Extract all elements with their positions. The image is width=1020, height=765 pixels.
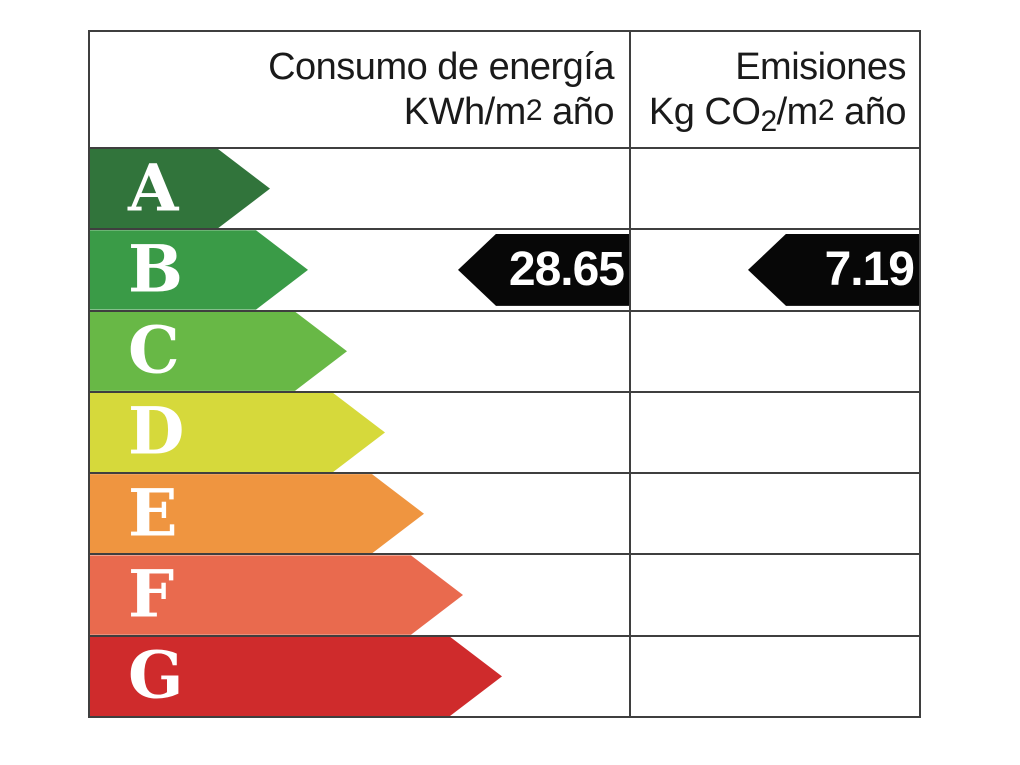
emissions-value: 7.19 — [824, 242, 915, 296]
rating-row-d: D — [90, 390, 919, 473]
consumption-header-title: Consumo de energía — [268, 46, 614, 88]
rating-row-f: F — [90, 553, 919, 635]
rating-arrow-b: B — [90, 230, 308, 309]
rating-letter-f: F — [128, 556, 175, 633]
rating-arrow-a: A — [90, 149, 270, 228]
consumption-value-arrow: 28.65 — [458, 233, 629, 306]
emissions-header-unit: Kg CO2/m2 año — [648, 91, 907, 138]
rating-letter-g: G — [128, 637, 184, 714]
emissions-cell-e — [631, 474, 919, 553]
emissions-cell-c — [631, 312, 919, 391]
rating-cell-g: G — [90, 636, 631, 716]
co2-subscript: 2 — [760, 105, 777, 138]
emissions-cell-f — [631, 555, 919, 634]
rating-arrow-f: F — [90, 555, 463, 634]
m2-exponent: 2 — [817, 94, 835, 127]
rating-row-c: C — [90, 309, 919, 391]
rating-cell-f: F — [90, 555, 631, 635]
emissions-cell-a — [631, 149, 919, 228]
emissions-value-arrow: 7.19 — [748, 233, 919, 306]
rating-cell-d: D — [90, 392, 631, 473]
m2-exponent: 2 — [525, 94, 543, 127]
rating-row-a: A — [90, 149, 919, 229]
rating-row-g: G — [90, 634, 919, 716]
consumption-header-unit: KWh/m2 año — [403, 91, 615, 133]
rating-cell-b: B 28.65 — [90, 230, 631, 310]
rating-arrow-c: C — [90, 312, 347, 391]
rating-arrow-e: E — [90, 474, 424, 553]
emissions-cell-g — [631, 637, 919, 716]
rating-letter-d: D — [128, 393, 185, 470]
rating-letter-c: C — [128, 312, 180, 389]
energy-rating-table: Consumo de energía KWh/m2 año Emisiones … — [88, 30, 921, 718]
rating-cell-e: E — [90, 474, 631, 554]
rating-arrow-d: D — [90, 393, 385, 472]
rating-cell-c: C — [90, 311, 631, 391]
emissions-cell-b: 7.19 — [631, 230, 919, 309]
rating-letter-e: E — [128, 475, 178, 552]
rating-letter-a: A — [128, 150, 179, 227]
rating-letter-b: B — [128, 231, 183, 308]
consumption-column-header: Consumo de energía KWh/m2 año — [90, 32, 631, 147]
rating-arrow-g: G — [90, 637, 502, 716]
emissions-cell-d — [631, 393, 919, 472]
emissions-column-header: Emisiones Kg CO2/m2 año — [631, 32, 919, 147]
header-row: Consumo de energía KWh/m2 año Emisiones … — [90, 32, 919, 149]
rating-cell-a: A — [90, 149, 631, 229]
rating-row-e: E — [90, 472, 919, 554]
consumption-value: 28.65 — [508, 242, 625, 296]
rating-row-b: B 28.65 7.19 — [90, 228, 919, 310]
emissions-header-title: Emisiones — [735, 46, 906, 88]
